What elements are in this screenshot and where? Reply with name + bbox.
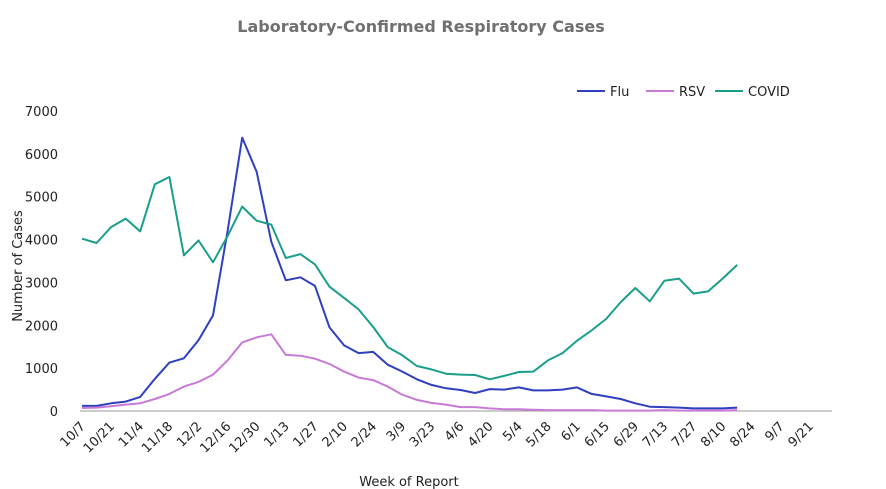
- y-tick-label: 3000: [25, 276, 58, 291]
- x-tick-label: 6/1: [558, 419, 583, 444]
- x-tick-label: 9/7: [762, 419, 787, 444]
- x-tick-label: 4/20: [465, 419, 496, 450]
- x-tick-label: 5/4: [500, 419, 525, 444]
- legend-label: COVID: [748, 85, 790, 100]
- y-tick-label: 0: [50, 405, 58, 420]
- x-tick-label: 5/18: [523, 419, 554, 450]
- y-tick-label: 4000: [25, 234, 58, 249]
- y-tick-label: 5000: [25, 191, 58, 206]
- x-tick-label: 4/6: [442, 419, 467, 444]
- y-tick-label: 7000: [25, 105, 58, 120]
- x-tick-label: 6/15: [582, 419, 613, 450]
- series-line: [81, 333, 738, 412]
- chart-title: Laboratory-Confirmed Respiratory Cases: [237, 17, 604, 36]
- x-tick-label: 6/29: [611, 419, 642, 450]
- x-tick-label: 3/9: [384, 419, 409, 444]
- x-tick-label: 2/10: [320, 419, 351, 450]
- legend-label: Flu: [610, 85, 629, 100]
- x-tick-label: 1/13: [261, 419, 292, 450]
- legend-label: RSV: [679, 85, 705, 100]
- x-tick-label: 3/23: [407, 419, 438, 450]
- x-tick-label: 8/24: [727, 419, 758, 450]
- x-tick-label: 9/21: [786, 419, 817, 450]
- y-axis-label: Number of Cases: [11, 210, 26, 322]
- x-tick-label: 12/30: [226, 419, 263, 456]
- x-tick-label: 11/18: [139, 419, 176, 456]
- x-tick-label: 2/24: [349, 419, 380, 450]
- x-tick-label: 10/21: [81, 419, 118, 456]
- x-tick-label: 8/10: [698, 419, 729, 450]
- x-tick-label: 1/27: [291, 419, 322, 450]
- y-tick-label: 2000: [25, 319, 58, 334]
- x-tick-label: 7/27: [669, 419, 700, 450]
- y-tick-label: 6000: [25, 148, 58, 163]
- y-tick-label: 1000: [25, 362, 58, 377]
- series-line: [81, 176, 738, 381]
- x-axis-label: Week of Report: [359, 475, 459, 489]
- x-tick-label: 12/16: [197, 419, 234, 456]
- series-line: [82, 136, 738, 410]
- x-tick-label: 7/13: [640, 419, 671, 450]
